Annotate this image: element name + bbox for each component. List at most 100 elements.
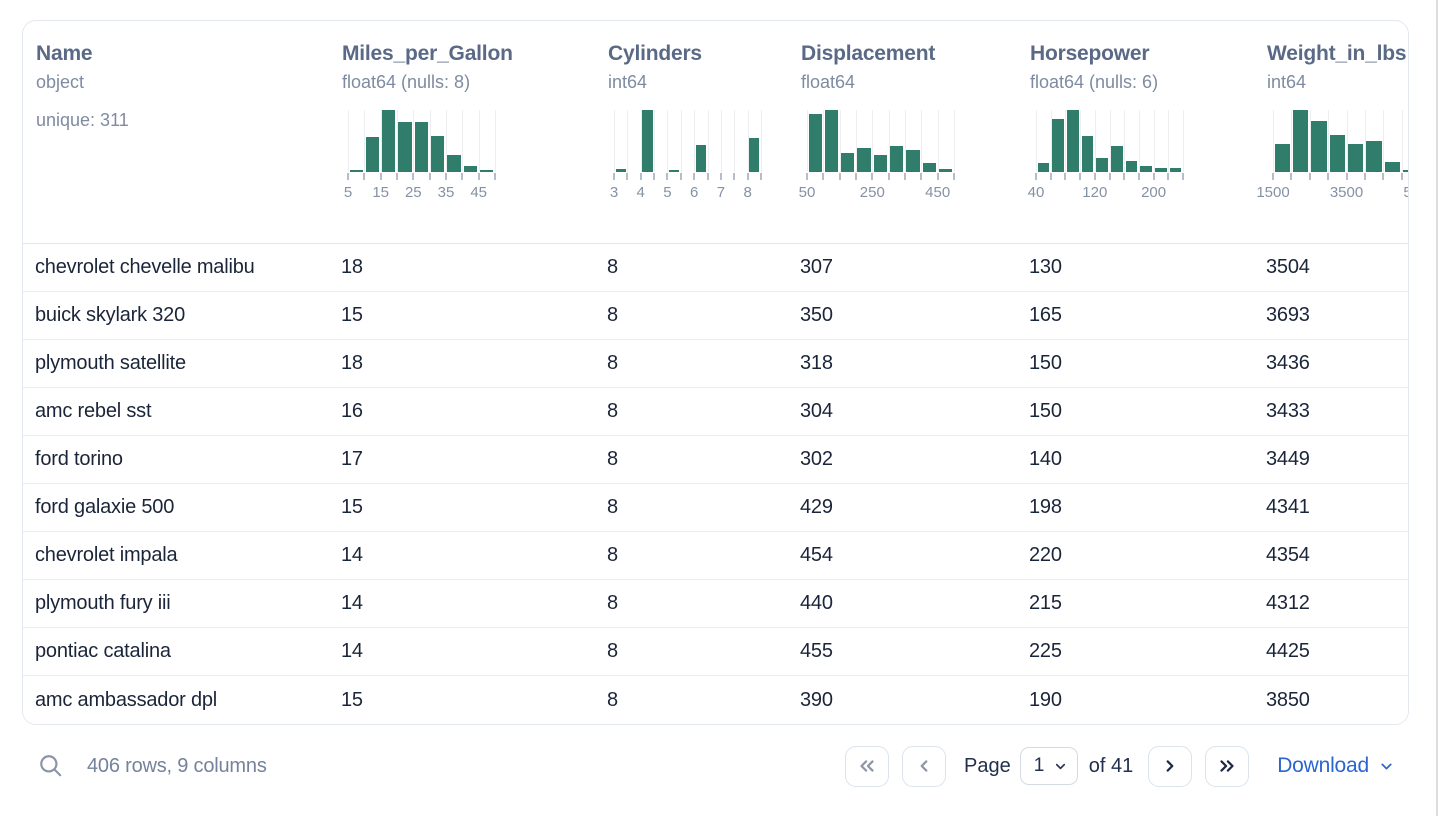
- last-page-button[interactable]: [1205, 745, 1250, 787]
- tick-mark: [838, 173, 841, 180]
- gridline: [1109, 110, 1111, 172]
- histogram-bar: [414, 122, 429, 172]
- search-button[interactable]: [38, 753, 64, 779]
- histogram-labels: 5 15 25 35 45: [344, 184, 495, 202]
- histogram-bar: [398, 122, 412, 172]
- column-header-cylinders[interactable]: Cylinders int64 3 4 5 6 7 8: [595, 21, 788, 243]
- cell-name: plymouth satellite: [35, 352, 186, 374]
- tick-mark: [1123, 173, 1126, 180]
- tick-label: 5: [663, 184, 672, 201]
- tick-label: 7: [716, 184, 726, 201]
- column-header-displacement[interactable]: Displacement float64 50 250 450: [788, 21, 1017, 243]
- histogram-bar: [1140, 165, 1153, 172]
- column-header-name[interactable]: Name object unique: 311: [23, 21, 329, 243]
- histogram-horsepower[interactable]: 40 120 200: [1028, 110, 1184, 202]
- cell-name: ford galaxie 500: [35, 496, 175, 518]
- cell-name: ford torino: [35, 448, 123, 470]
- histogram-bar: [1052, 119, 1064, 172]
- cell-horsepower: 198: [1029, 496, 1062, 518]
- tick-label: 200: [1141, 184, 1167, 201]
- tick-label: 50: [798, 184, 816, 201]
- histogram-plot: [807, 110, 955, 172]
- tick-mark: [1345, 173, 1348, 180]
- tick-mark: [653, 173, 656, 180]
- table-row[interactable]: plymouth fury iii 14 8 440 215 4312: [23, 580, 1408, 628]
- gridline: [823, 110, 825, 172]
- histogram-axis: [613, 172, 762, 180]
- tick-mark: [1182, 173, 1184, 180]
- gridline: [921, 110, 923, 172]
- row-count-summary: 406 rows, 9 columns: [87, 754, 267, 777]
- cell-weight-in-lbs: 3449: [1266, 448, 1310, 470]
- histogram-weight-in-lbs[interactable]: 1500 3500 5500: [1256, 110, 1408, 202]
- histogram-axis: [1035, 172, 1184, 180]
- gridline: [1401, 110, 1403, 172]
- chevrons-left-icon: [860, 760, 874, 772]
- gridline: [1183, 110, 1184, 172]
- gridline: [1346, 110, 1348, 172]
- table-row[interactable]: buick skylark 320 15 8 350 165 3693: [23, 292, 1408, 340]
- cell-name: amc ambassador dpl: [35, 689, 218, 711]
- cell-cylinders: 8: [607, 640, 618, 662]
- tick-mark: [347, 173, 349, 180]
- tick-label: 45: [470, 184, 487, 201]
- search-icon: [40, 755, 62, 777]
- tick-mark: [1152, 173, 1155, 180]
- table-row[interactable]: amc ambassador dpl 15 8 390 190 3850: [23, 676, 1408, 724]
- histogram-miles-per-gallon[interactable]: 5 15 25 35 45: [344, 110, 496, 202]
- cell-weight-in-lbs: 3433: [1266, 400, 1310, 422]
- histogram-bar: [480, 170, 494, 172]
- tick-mark: [626, 173, 629, 180]
- tick-mark: [746, 173, 749, 180]
- table-row[interactable]: plymouth satellite 18 8 318 150 3436: [23, 340, 1408, 388]
- gridline: [1094, 110, 1096, 172]
- tick-mark: [1290, 173, 1293, 180]
- gridline: [888, 110, 890, 172]
- gridline: [1383, 110, 1385, 172]
- cell-weight-in-lbs: 3850: [1266, 689, 1310, 711]
- gridline: [413, 110, 415, 172]
- prev-page-button[interactable]: [902, 745, 946, 787]
- table-row[interactable]: amc rebel sst 16 8 304 150 3433: [23, 388, 1408, 436]
- column-header-horsepower[interactable]: Horsepower float64 (nulls: 6) 40 120 200: [1017, 21, 1254, 243]
- tick-mark: [477, 173, 480, 180]
- histogram-bar: [349, 169, 363, 172]
- table-row[interactable]: pontiac catalina 14 8 455 225 4425: [23, 628, 1408, 676]
- tick-mark: [822, 173, 825, 180]
- histogram-axis: [806, 172, 955, 180]
- gridline: [348, 110, 349, 172]
- tick-label: 8: [743, 184, 752, 201]
- tick-mark: [719, 173, 722, 180]
- first-page-button[interactable]: [845, 745, 889, 787]
- histogram-bar: [1125, 160, 1138, 172]
- download-button[interactable]: Download: [1277, 754, 1395, 778]
- histogram-displacement[interactable]: 50 250 450: [799, 110, 955, 202]
- page-select[interactable]: 1: [1019, 747, 1078, 785]
- cell-displacement: 429: [800, 496, 833, 518]
- tick-mark: [904, 173, 906, 180]
- histogram-bar: [1329, 134, 1345, 172]
- table-row[interactable]: ford torino 17 8 302 140 3449: [23, 436, 1408, 484]
- table-row[interactable]: chevrolet impala 14 8 454 220 4354: [23, 532, 1408, 580]
- cell-miles-per-gallon: 14: [341, 640, 363, 662]
- cell-weight-in-lbs: 3436: [1266, 352, 1310, 374]
- histogram-plot: [614, 110, 762, 172]
- next-page-button[interactable]: [1148, 745, 1193, 787]
- cell-cylinders: 8: [607, 400, 618, 422]
- cell-name: chevrolet chevelle malibu: [35, 256, 255, 278]
- tick-mark: [1064, 173, 1067, 180]
- table-header-row: Name object unique: 311 Miles_per_Gallon flo…: [23, 21, 1408, 244]
- histogram-bar: [668, 169, 680, 172]
- page-select-value: 1: [1033, 755, 1045, 776]
- column-header-weight-in-lbs[interactable]: Weight_in_lbs int64 1500 3500 5500: [1254, 21, 1408, 243]
- pagination: Page 1 of 41: [845, 745, 1250, 787]
- gridline: [478, 110, 480, 172]
- histogram-bar: [1292, 110, 1309, 172]
- column-name: Horsepower: [1030, 42, 1150, 65]
- column-header-miles-per-gallon[interactable]: Miles_per_Gallon float64 (nulls: 8) 5 15 25 3…: [329, 21, 595, 243]
- table-row[interactable]: ford galaxie 500 15 8 429 198 4341: [23, 484, 1408, 532]
- tick-mark: [1327, 173, 1330, 180]
- table-row[interactable]: chevrolet chevelle malibu 18 8 307 130 3504: [23, 244, 1408, 292]
- table-body: chevrolet chevelle malibu 18 8 307 130 3504 bu…: [23, 244, 1408, 724]
